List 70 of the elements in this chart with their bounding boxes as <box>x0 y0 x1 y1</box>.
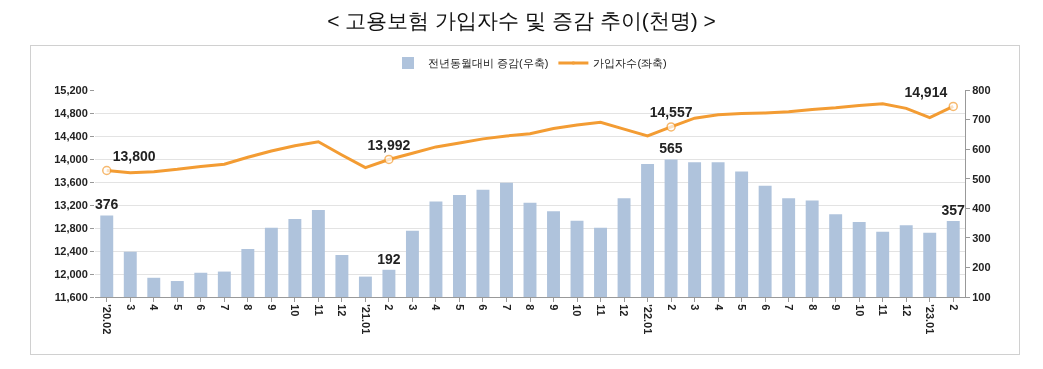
y-tick-label: 14,800 <box>54 106 88 119</box>
legend-label: 가입자수(좌축) <box>593 57 667 70</box>
x-tick-label: 7 <box>218 304 231 311</box>
x-tick-label: 5 <box>453 304 466 311</box>
x-tick-label: 9 <box>547 304 560 311</box>
x-tick-label: 11 <box>594 304 607 316</box>
x-tick-label: 4 <box>148 304 161 312</box>
x-tick-label: 3 <box>689 304 702 311</box>
point <box>948 101 958 112</box>
x-tick-label: 8 <box>524 304 537 311</box>
x-tick-label: 2 <box>947 304 960 311</box>
x-tick-label: 6 <box>195 304 208 311</box>
x-tick-label: 10 <box>289 304 302 317</box>
data-label: 192 <box>377 250 401 267</box>
data-label: 14,914 <box>904 83 948 100</box>
y2-tick-label: 600 <box>972 142 991 155</box>
point <box>666 122 676 132</box>
x-tick-label: '21.01 <box>359 304 372 335</box>
y-tick-label: 12,800 <box>54 221 88 234</box>
x-tick-label: 12 <box>618 304 631 317</box>
y2-tick-label: 800 <box>972 83 991 96</box>
point <box>102 165 112 176</box>
x-tick-label: 8 <box>242 304 255 311</box>
data-label: 13,992 <box>367 136 411 153</box>
data-label: 376 <box>94 196 119 213</box>
x-tick-label: 3 <box>124 304 137 311</box>
x-tick-label: '20.02 <box>101 304 114 335</box>
y-tick-label: 15,200 <box>54 83 88 96</box>
y-tick-label: 13,200 <box>54 198 88 211</box>
legend-label: 전년동월대비 증감(우축) <box>428 57 549 70</box>
x-tick-label: 10 <box>853 304 866 317</box>
x-tick-label: 11 <box>877 304 890 316</box>
data-label: 13,800 <box>112 148 156 164</box>
y-tick-label: 13,600 <box>54 175 88 188</box>
x-tick-label: '22.01 <box>641 304 654 335</box>
x-tick-label: 6 <box>759 304 772 311</box>
x-tick-label: 7 <box>500 304 513 311</box>
x-tick-label: 4 <box>430 304 443 312</box>
x-tick-label: 3 <box>406 304 419 311</box>
x-tick-label: 8 <box>806 304 819 311</box>
y-tick-label: 12,400 <box>54 244 88 257</box>
x-tick-label: 10 <box>571 304 584 317</box>
y2-tick-label: 200 <box>972 261 991 274</box>
y2-tick-label: 100 <box>972 290 991 303</box>
x-tick-label: 11 <box>312 304 325 316</box>
x-tick-label: 9 <box>830 304 843 311</box>
x-tick-label: '23.01 <box>924 304 937 335</box>
y2-tick-label: 400 <box>972 202 991 215</box>
x-tick-label: 12 <box>336 304 349 317</box>
y2-tick-label: 500 <box>972 172 991 185</box>
x-tick-label: 12 <box>900 304 913 317</box>
data-label: 565 <box>659 140 683 157</box>
x-tick-label: 7 <box>783 304 796 311</box>
data-label: 357 <box>941 202 966 218</box>
y-tick-label: 14,400 <box>54 129 88 142</box>
chart-title: < 고용보험 가입자수 및 증감 추이(천명) > <box>327 8 716 32</box>
y-tick-label: 12,000 <box>54 267 88 280</box>
x-tick-label: 5 <box>736 304 749 311</box>
x-tick-label: 6 <box>477 304 490 311</box>
x-tick-label: 5 <box>171 304 184 311</box>
x-tick-label: 9 <box>265 304 278 311</box>
data-label: 14,557 <box>649 104 693 121</box>
y-tick-label: 14,000 <box>54 152 88 165</box>
point <box>384 154 394 165</box>
x-tick-label: 2 <box>383 304 396 311</box>
x-tick-label: 2 <box>665 304 678 311</box>
y2-tick-label: 300 <box>972 231 991 244</box>
x-tick-label: 4 <box>712 304 725 312</box>
y-tick-label: 11,600 <box>54 290 88 303</box>
y2-tick-label: 700 <box>972 113 991 126</box>
